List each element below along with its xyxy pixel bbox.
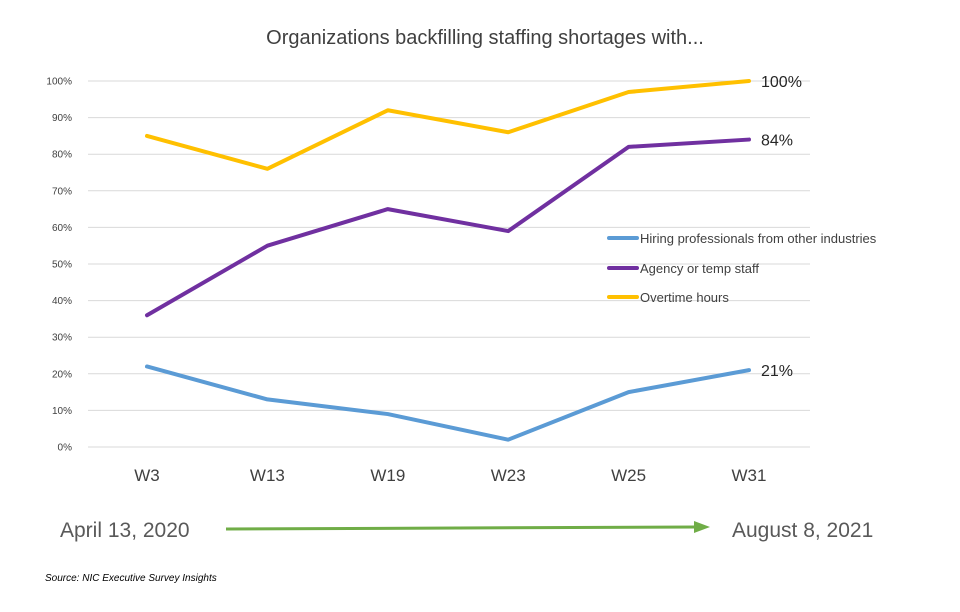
gridlines [88, 80, 810, 448]
x-tick-label: W31 [732, 466, 767, 485]
legend: Hiring professionals from other industri… [607, 231, 877, 305]
y-tick-label: 50% [52, 260, 72, 271]
series-line [145, 364, 751, 442]
x-tick-label: W25 [611, 466, 646, 485]
end-labels: 21% 84% 100% [761, 74, 802, 380]
series-line [145, 79, 751, 171]
y-tick-label: 80% [52, 150, 72, 161]
x-tick-label: W19 [370, 466, 405, 485]
x-tick-label: W13 [250, 466, 285, 485]
y-tick-label: 40% [52, 296, 72, 307]
y-tick-label: 20% [52, 369, 72, 380]
y-axis-ticks: 0% 10% 20% 30% 40% 50% 60% 70% 80% 90% 100% [46, 77, 72, 454]
end-value-label: 84% [761, 133, 793, 150]
legend-label: Overtime hours [640, 290, 729, 305]
y-tick-label: 90% [52, 113, 72, 124]
source-note: Source: NIC Executive Survey Insights [45, 573, 217, 584]
x-tick-label: W23 [491, 466, 526, 485]
legend-label: Agency or temp staff [640, 261, 759, 276]
series-line [145, 137, 751, 318]
chart-title: Organizations backfilling staffing short… [266, 27, 704, 49]
y-tick-label: 100% [46, 77, 72, 88]
y-tick-label: 60% [52, 223, 72, 234]
legend-label: Hiring professionals from other industri… [640, 231, 877, 246]
y-tick-label: 30% [52, 333, 72, 344]
y-tick-label: 10% [52, 406, 72, 417]
timeline-arrow-line [225, 525, 698, 531]
timeline-start-label: April 13, 2020 [60, 519, 190, 542]
timeline-end-label: August 8, 2021 [732, 519, 873, 542]
x-tick-label: W3 [134, 466, 160, 485]
y-tick-label: 0% [58, 443, 73, 454]
x-axis-ticks: W3 W13 W19 W23 W25 W31 [134, 466, 766, 485]
end-value-label: 100% [761, 74, 802, 91]
series-lines [145, 79, 751, 442]
y-tick-label: 70% [52, 186, 72, 197]
end-value-label: 21% [761, 363, 793, 380]
timeline: April 13, 2020 August 8, 2021 [60, 519, 873, 542]
timeline-arrow-head [694, 521, 710, 533]
